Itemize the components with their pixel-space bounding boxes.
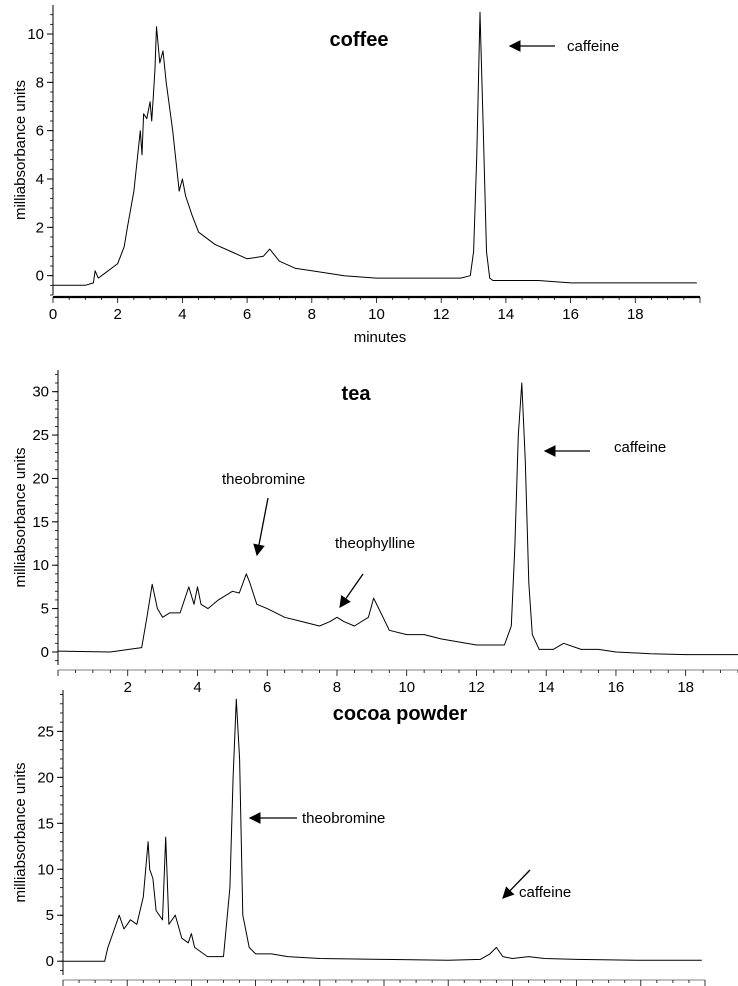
x-tick-label: 0 — [49, 306, 57, 323]
chart-panel-3: 051015202524681012141618milliabsorbance … — [12, 690, 706, 986]
x-tick-label: 10 — [368, 306, 385, 323]
x-tick-label: 4 — [178, 306, 186, 323]
y-tick-label: 5 — [41, 601, 49, 618]
series-line — [53, 11, 697, 286]
y-tick-label: 4 — [36, 171, 44, 188]
series-line — [63, 698, 702, 962]
annotation-label: theobromine — [222, 471, 305, 488]
y-tick-label: 20 — [32, 470, 49, 487]
chart-title: tea — [342, 383, 372, 405]
y-axis-label: milliabsorbance units — [12, 762, 29, 902]
y-tick-label: 6 — [36, 123, 44, 140]
chart-title: coffee — [330, 29, 389, 51]
x-tick-label: 6 — [243, 306, 251, 323]
chart-panel-2: 0 5 10 15 20 25 30 2 4 6 8 10 12 14 16 18 milliabsorbanc… — [12, 370, 738, 696]
x-tick-label: 12 — [468, 679, 485, 696]
y-tick-label: 0 — [36, 268, 44, 285]
y-tick-label: 15 — [32, 514, 49, 531]
y-tick-label: 0 — [46, 953, 54, 970]
x-tick-label: 8 — [333, 679, 341, 696]
chart-panel-1: 0 2 4 6 8 10 0 2 4 6 8 10 12 14 16 18 minutes milliabsorb… — [12, 5, 701, 346]
x-tick-label: 2 — [124, 679, 132, 696]
x-tick-label: 16 — [562, 306, 579, 323]
y-tick-label: 25 — [32, 427, 49, 444]
y-tick-label: 10 — [32, 557, 49, 574]
annotation-label: caffeine — [567, 38, 619, 55]
y-tick-label: 25 — [37, 723, 54, 740]
annotation-arrow — [339, 573, 364, 608]
annotation-label: caffeine — [614, 439, 666, 456]
y-tick-label: 8 — [36, 74, 44, 91]
x-tick-label: 8 — [308, 306, 316, 323]
x-axis-label: minutes — [354, 329, 407, 346]
x-tick-label: 14 — [498, 306, 515, 323]
annotation-label: theophylline — [335, 535, 415, 552]
annotation-arrow — [502, 869, 531, 899]
y-axis-label: milliabsorbance units — [12, 447, 29, 587]
y-tick-label: 10 — [37, 861, 54, 878]
y-tick-label: 30 — [32, 384, 49, 401]
annotation-label: theobromine — [302, 810, 385, 827]
y-tick-label: 15 — [37, 815, 54, 832]
annotation-label: caffeine — [519, 884, 571, 901]
x-tick-label: 18 — [677, 679, 694, 696]
x-tick-label: 14 — [538, 679, 555, 696]
y-tick-label: 2 — [36, 219, 44, 236]
x-tick-label: 6 — [263, 679, 271, 696]
y-tick-label: 5 — [46, 907, 54, 924]
series-line — [57, 382, 738, 656]
chart-title: cocoa powder — [333, 703, 468, 725]
x-tick-label: 2 — [114, 306, 122, 323]
x-tick-label: 18 — [627, 306, 644, 323]
annotation-arrow — [253, 497, 269, 557]
y-tick-label: 0 — [41, 644, 49, 661]
x-tick-label: 12 — [433, 306, 450, 323]
y-axis-label: milliabsorbance units — [12, 80, 29, 220]
x-tick-label: 16 — [608, 679, 625, 696]
x-tick-label: 4 — [193, 679, 201, 696]
y-tick-label: 10 — [27, 26, 44, 43]
y-tick-label: 20 — [37, 769, 54, 786]
x-tick-label: 10 — [398, 679, 415, 696]
